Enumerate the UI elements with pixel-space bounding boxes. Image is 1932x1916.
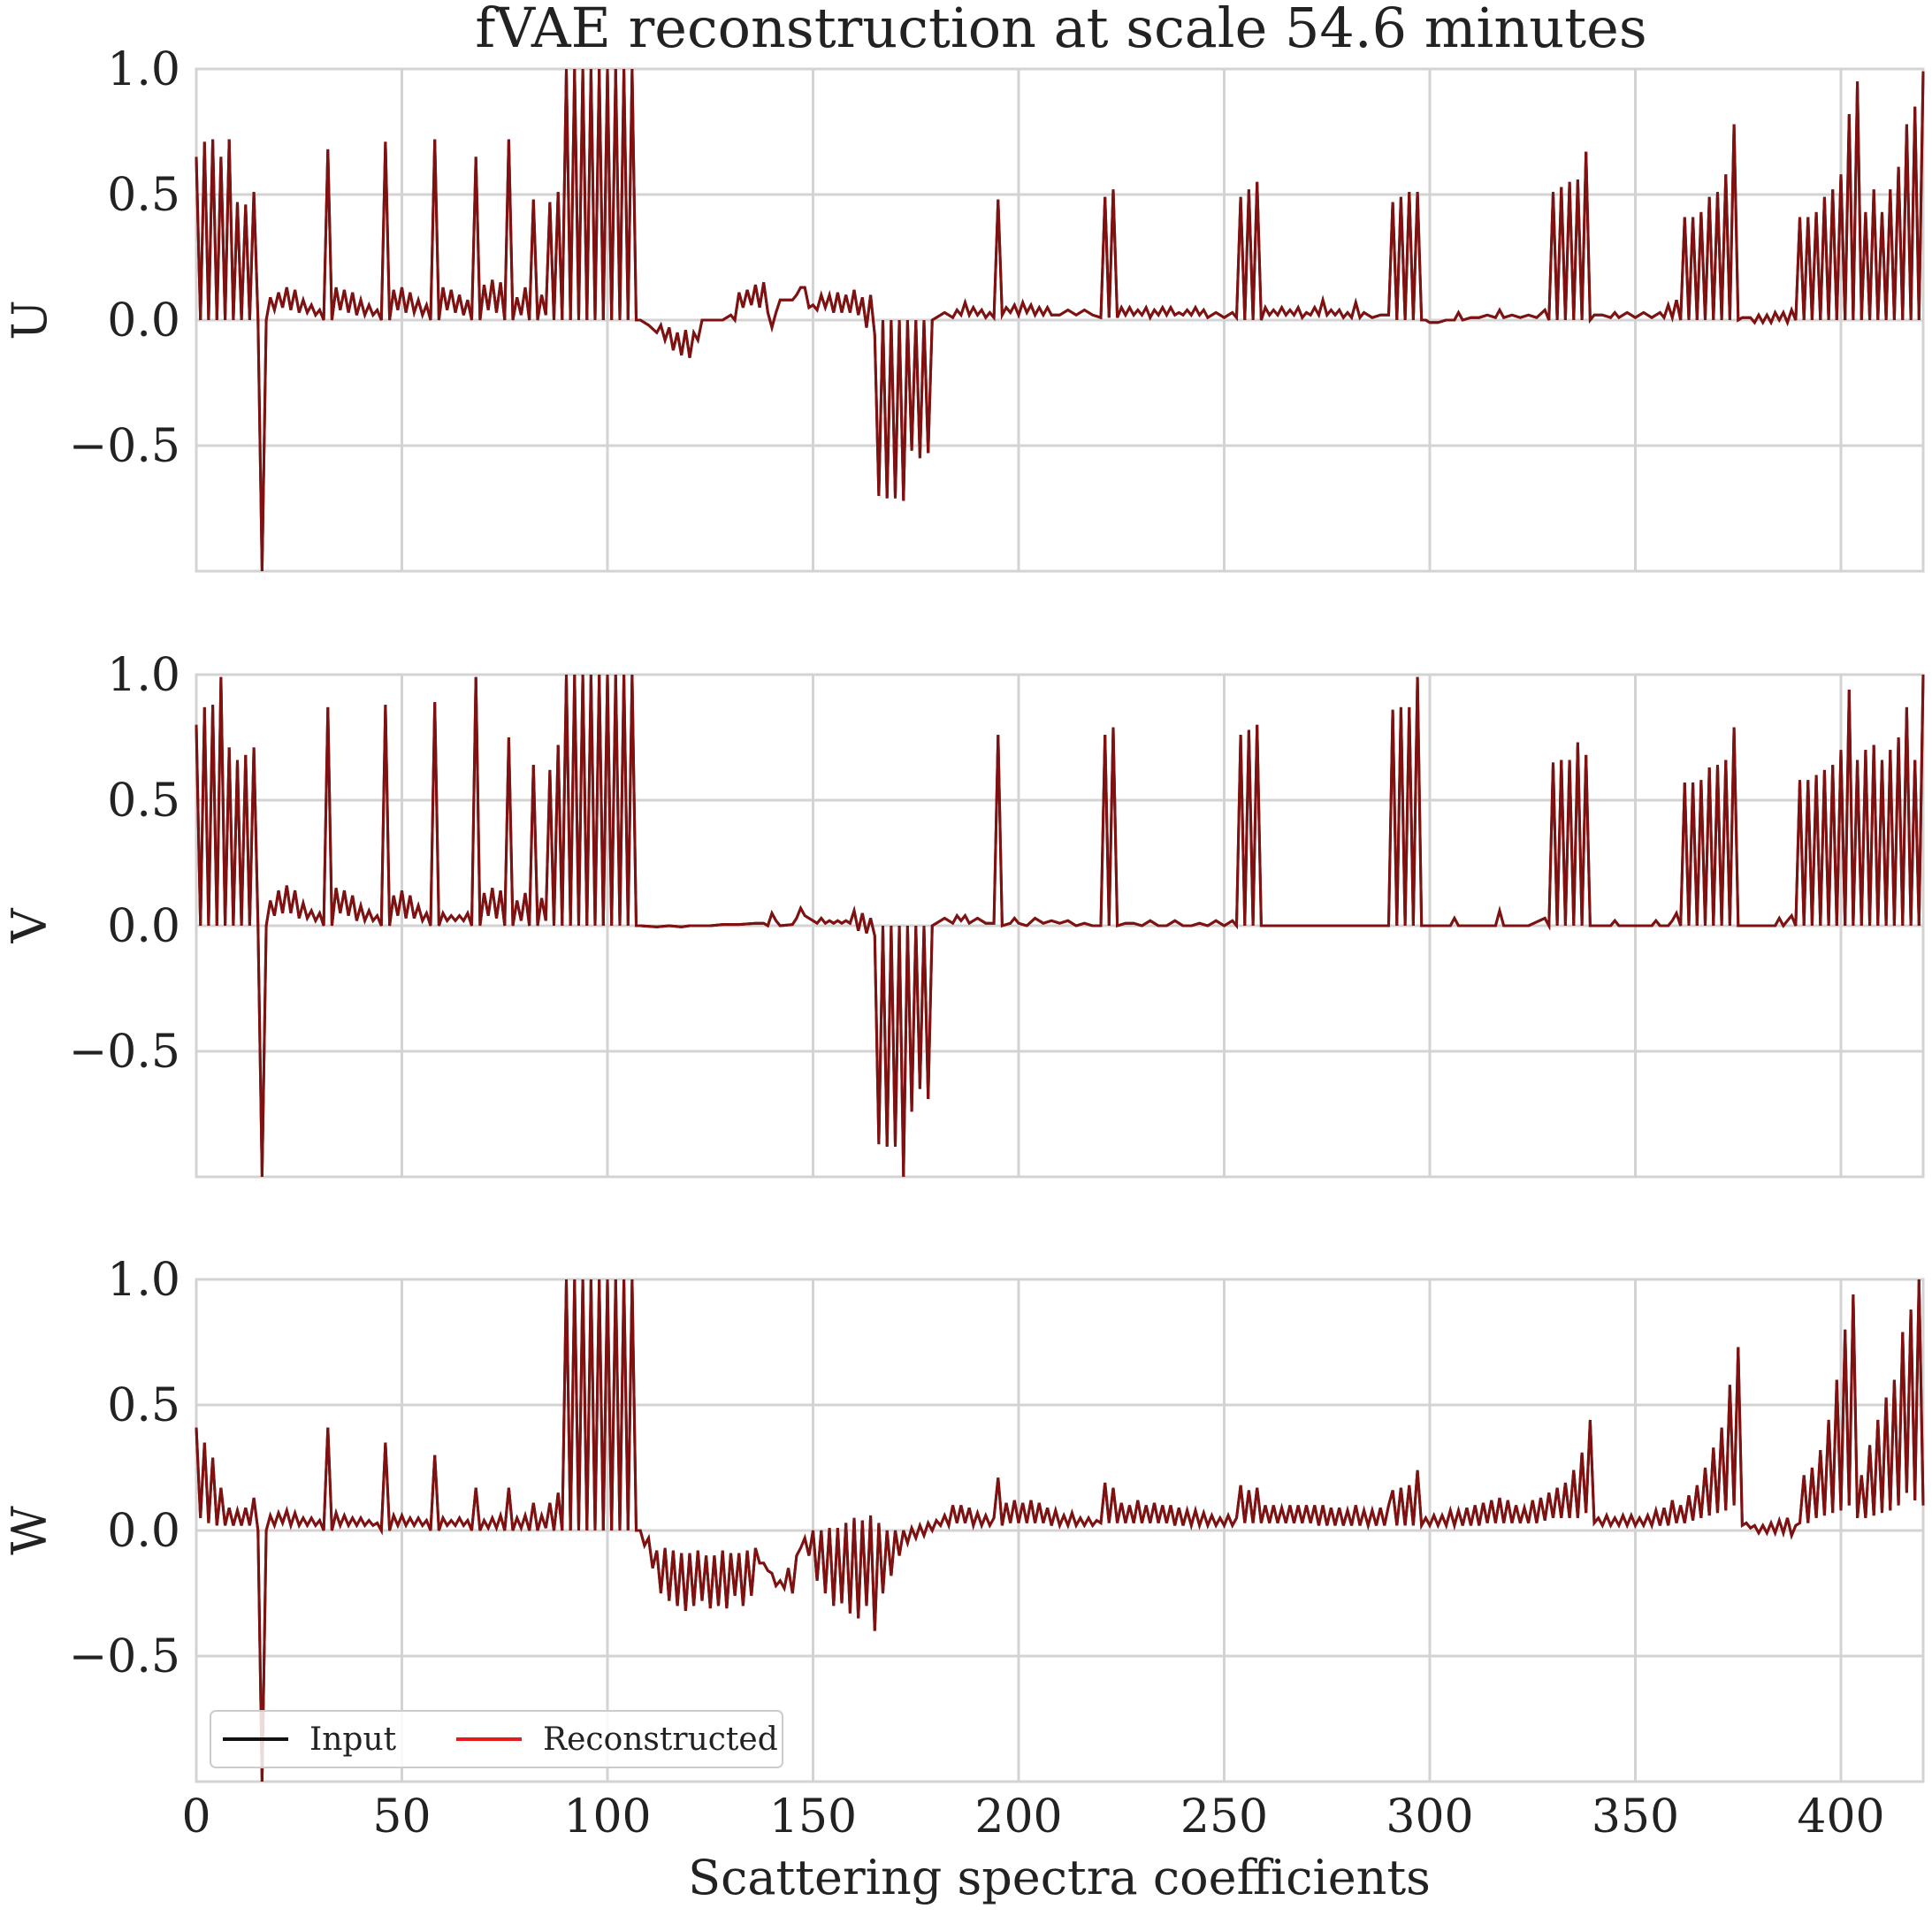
x-tick-label: 50 <box>372 1790 431 1843</box>
panel-v-ylabel: V <box>2 908 57 944</box>
panel-u-y-ticks: −0.5 0.0 0.5 1.0 <box>69 43 180 473</box>
x-axis-ticks: 0 50 100 150 200 250 300 350 400 <box>181 1790 1884 1843</box>
panel-w-ytick-label: 0.5 <box>107 1379 180 1432</box>
legend-input-label: Input <box>309 1721 397 1758</box>
panel-u-ytick-label: 0.5 <box>107 169 180 222</box>
panel-v-ytick-label: 1.0 <box>107 649 180 702</box>
legend[interactable]: Input Reconstructed <box>210 1710 783 1768</box>
panel-u-ylabel: U <box>2 300 57 340</box>
legend-reconstructed-label: Reconstructed <box>543 1721 778 1758</box>
panel-w-ylabel: W <box>2 1506 57 1555</box>
panel-w-reconstructed-line <box>195 1279 1925 1782</box>
panel-u-grid <box>195 67 1923 571</box>
x-axis-label: Scattering spectra coefficients <box>688 1850 1431 1905</box>
panel-w-grid <box>195 1278 1923 1782</box>
panel-w-ytick-label: 0.0 <box>107 1505 180 1558</box>
panel-w-y-ticks: −0.5 0.0 0.5 1.0 <box>69 1254 180 1683</box>
panel-u-frame <box>195 67 1925 573</box>
panel-v-ytick-label: 0.5 <box>107 775 180 828</box>
panel-u-ytick-label: −0.5 <box>69 420 180 473</box>
panel-v-frame <box>195 673 1925 1179</box>
chart-title: fVAE reconstruction at scale 54.6 minute… <box>475 0 1646 60</box>
panel-u-ytick-label: 1.0 <box>107 43 180 96</box>
panel-w-frame <box>195 1278 1925 1783</box>
x-tick-label: 350 <box>1592 1790 1679 1843</box>
panel-u: −0.5 0.0 0.5 1.0 U <box>2 43 1925 573</box>
panel-w-ytick-label: −0.5 <box>69 1630 180 1683</box>
x-tick-label: 100 <box>563 1790 651 1843</box>
panel-u-reconstructed-line <box>195 68 1925 572</box>
panel-w: −0.5 0.0 0.5 1.0 W <box>2 1254 1925 1783</box>
panel-v-ytick-label: −0.5 <box>69 1026 180 1079</box>
x-tick-label: 300 <box>1386 1790 1473 1843</box>
panel-v: −0.5 0.0 0.5 1.0 V <box>2 649 1925 1179</box>
x-tick-label: 400 <box>1797 1790 1884 1843</box>
x-tick-label: 150 <box>769 1790 857 1843</box>
panel-v-ytick-label: 0.0 <box>107 900 180 953</box>
panel-v-y-ticks: −0.5 0.0 0.5 1.0 <box>69 649 180 1079</box>
x-tick-label: 0 <box>181 1790 210 1843</box>
x-tick-label: 200 <box>974 1790 1062 1843</box>
panel-v-reconstructed-line <box>195 674 1925 1178</box>
x-tick-label: 250 <box>1180 1790 1268 1843</box>
panel-u-ytick-label: 0.0 <box>107 294 180 347</box>
panel-w-ytick-label: 1.0 <box>107 1254 180 1307</box>
